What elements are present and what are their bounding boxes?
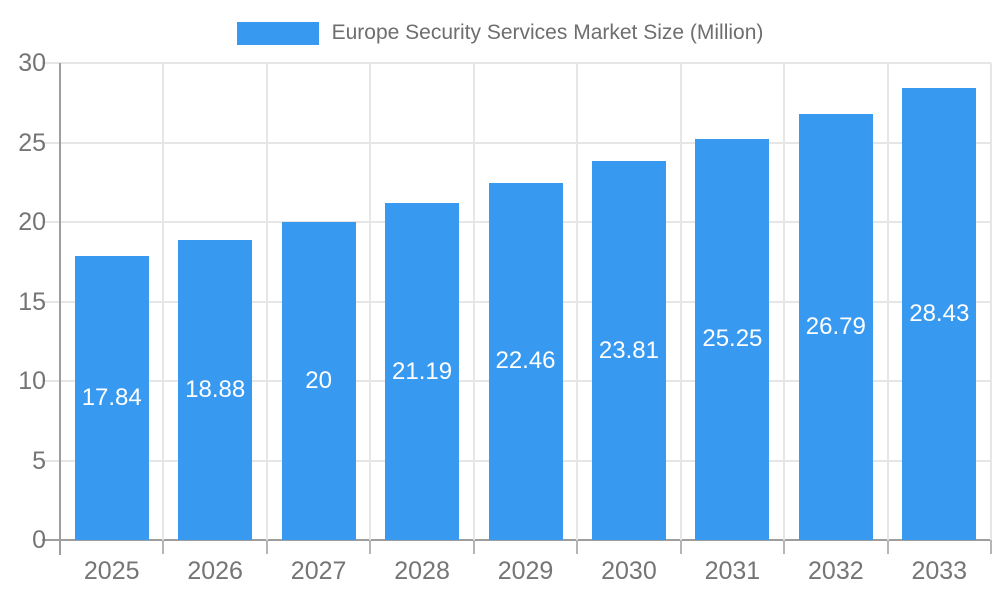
x-tick-mark bbox=[265, 540, 268, 554]
bar-2029: 22.46 bbox=[488, 182, 563, 540]
x-tick-label: 2029 bbox=[497, 557, 554, 585]
bar-value-label: 25.25 bbox=[702, 325, 763, 353]
h-gridline bbox=[42, 62, 991, 64]
x-tick-label: 2028 bbox=[394, 557, 450, 585]
y-tick-label: 30 bbox=[18, 49, 46, 77]
bar-2026: 18.88 bbox=[178, 239, 253, 540]
x-tick-mark bbox=[576, 540, 579, 554]
legend-label: Europe Security Services Market Size (Mi… bbox=[331, 21, 764, 44]
bar-2030: 23.81 bbox=[591, 161, 666, 540]
v-gridline bbox=[472, 63, 475, 540]
x-tick-label: 2030 bbox=[601, 557, 657, 585]
bar-value-label: 17.84 bbox=[81, 384, 142, 412]
bar-2028: 21.19 bbox=[385, 203, 460, 540]
h-gridline bbox=[42, 141, 991, 144]
v-gridline bbox=[990, 63, 992, 540]
v-gridline bbox=[886, 63, 889, 540]
x-tick-label: 2033 bbox=[911, 557, 968, 585]
y-tick-label: 10 bbox=[18, 367, 46, 395]
v-gridline bbox=[576, 63, 579, 540]
y-tick-label: 15 bbox=[18, 287, 46, 316]
y-axis-line bbox=[59, 63, 61, 555]
bar-2031: 25.25 bbox=[695, 138, 770, 540]
bar-value-label: 20 bbox=[305, 367, 332, 394]
y-tick-label: 20 bbox=[18, 208, 46, 236]
bar-2025: 17.84 bbox=[74, 256, 149, 540]
x-tick-mark bbox=[472, 540, 475, 554]
y-tick-label: 25 bbox=[18, 128, 46, 157]
bar-value-label: 23.81 bbox=[598, 336, 659, 364]
x-tick-label: 2032 bbox=[808, 557, 864, 585]
x-tick-mark bbox=[369, 540, 372, 554]
x-tick-label: 2027 bbox=[290, 557, 347, 585]
v-gridline bbox=[679, 63, 682, 540]
x-tick-mark bbox=[679, 540, 682, 554]
x-tick-mark bbox=[886, 540, 889, 554]
v-gridline bbox=[369, 63, 372, 540]
x-tick-mark bbox=[162, 540, 165, 554]
bar-2032: 26.79 bbox=[798, 114, 873, 540]
legend: Europe Security Services Market Size (Mi… bbox=[0, 17, 1000, 49]
bar-value-label: 18.88 bbox=[185, 375, 246, 403]
y-tick-label: 0 bbox=[32, 526, 46, 554]
v-gridline bbox=[265, 63, 268, 540]
x-tick-mark bbox=[990, 540, 992, 554]
x-tick-label: 2031 bbox=[704, 557, 761, 585]
bar-value-label: 28.43 bbox=[909, 299, 970, 327]
legend-swatch bbox=[236, 21, 319, 45]
y-tick-label: 5 bbox=[32, 446, 46, 475]
x-tick-label: 2026 bbox=[187, 557, 243, 585]
x-axis-line bbox=[42, 539, 991, 541]
bar-2027: 20 bbox=[281, 222, 356, 540]
bar-value-label: 26.79 bbox=[805, 313, 866, 340]
v-gridline bbox=[783, 63, 786, 540]
bar-value-label: 22.46 bbox=[495, 347, 556, 375]
bar-value-label: 21.19 bbox=[392, 357, 453, 385]
x-tick-mark bbox=[783, 540, 786, 554]
v-gridline bbox=[162, 63, 165, 540]
x-tick-label: 2025 bbox=[83, 557, 140, 585]
bar-2033: 28.43 bbox=[902, 87, 977, 540]
